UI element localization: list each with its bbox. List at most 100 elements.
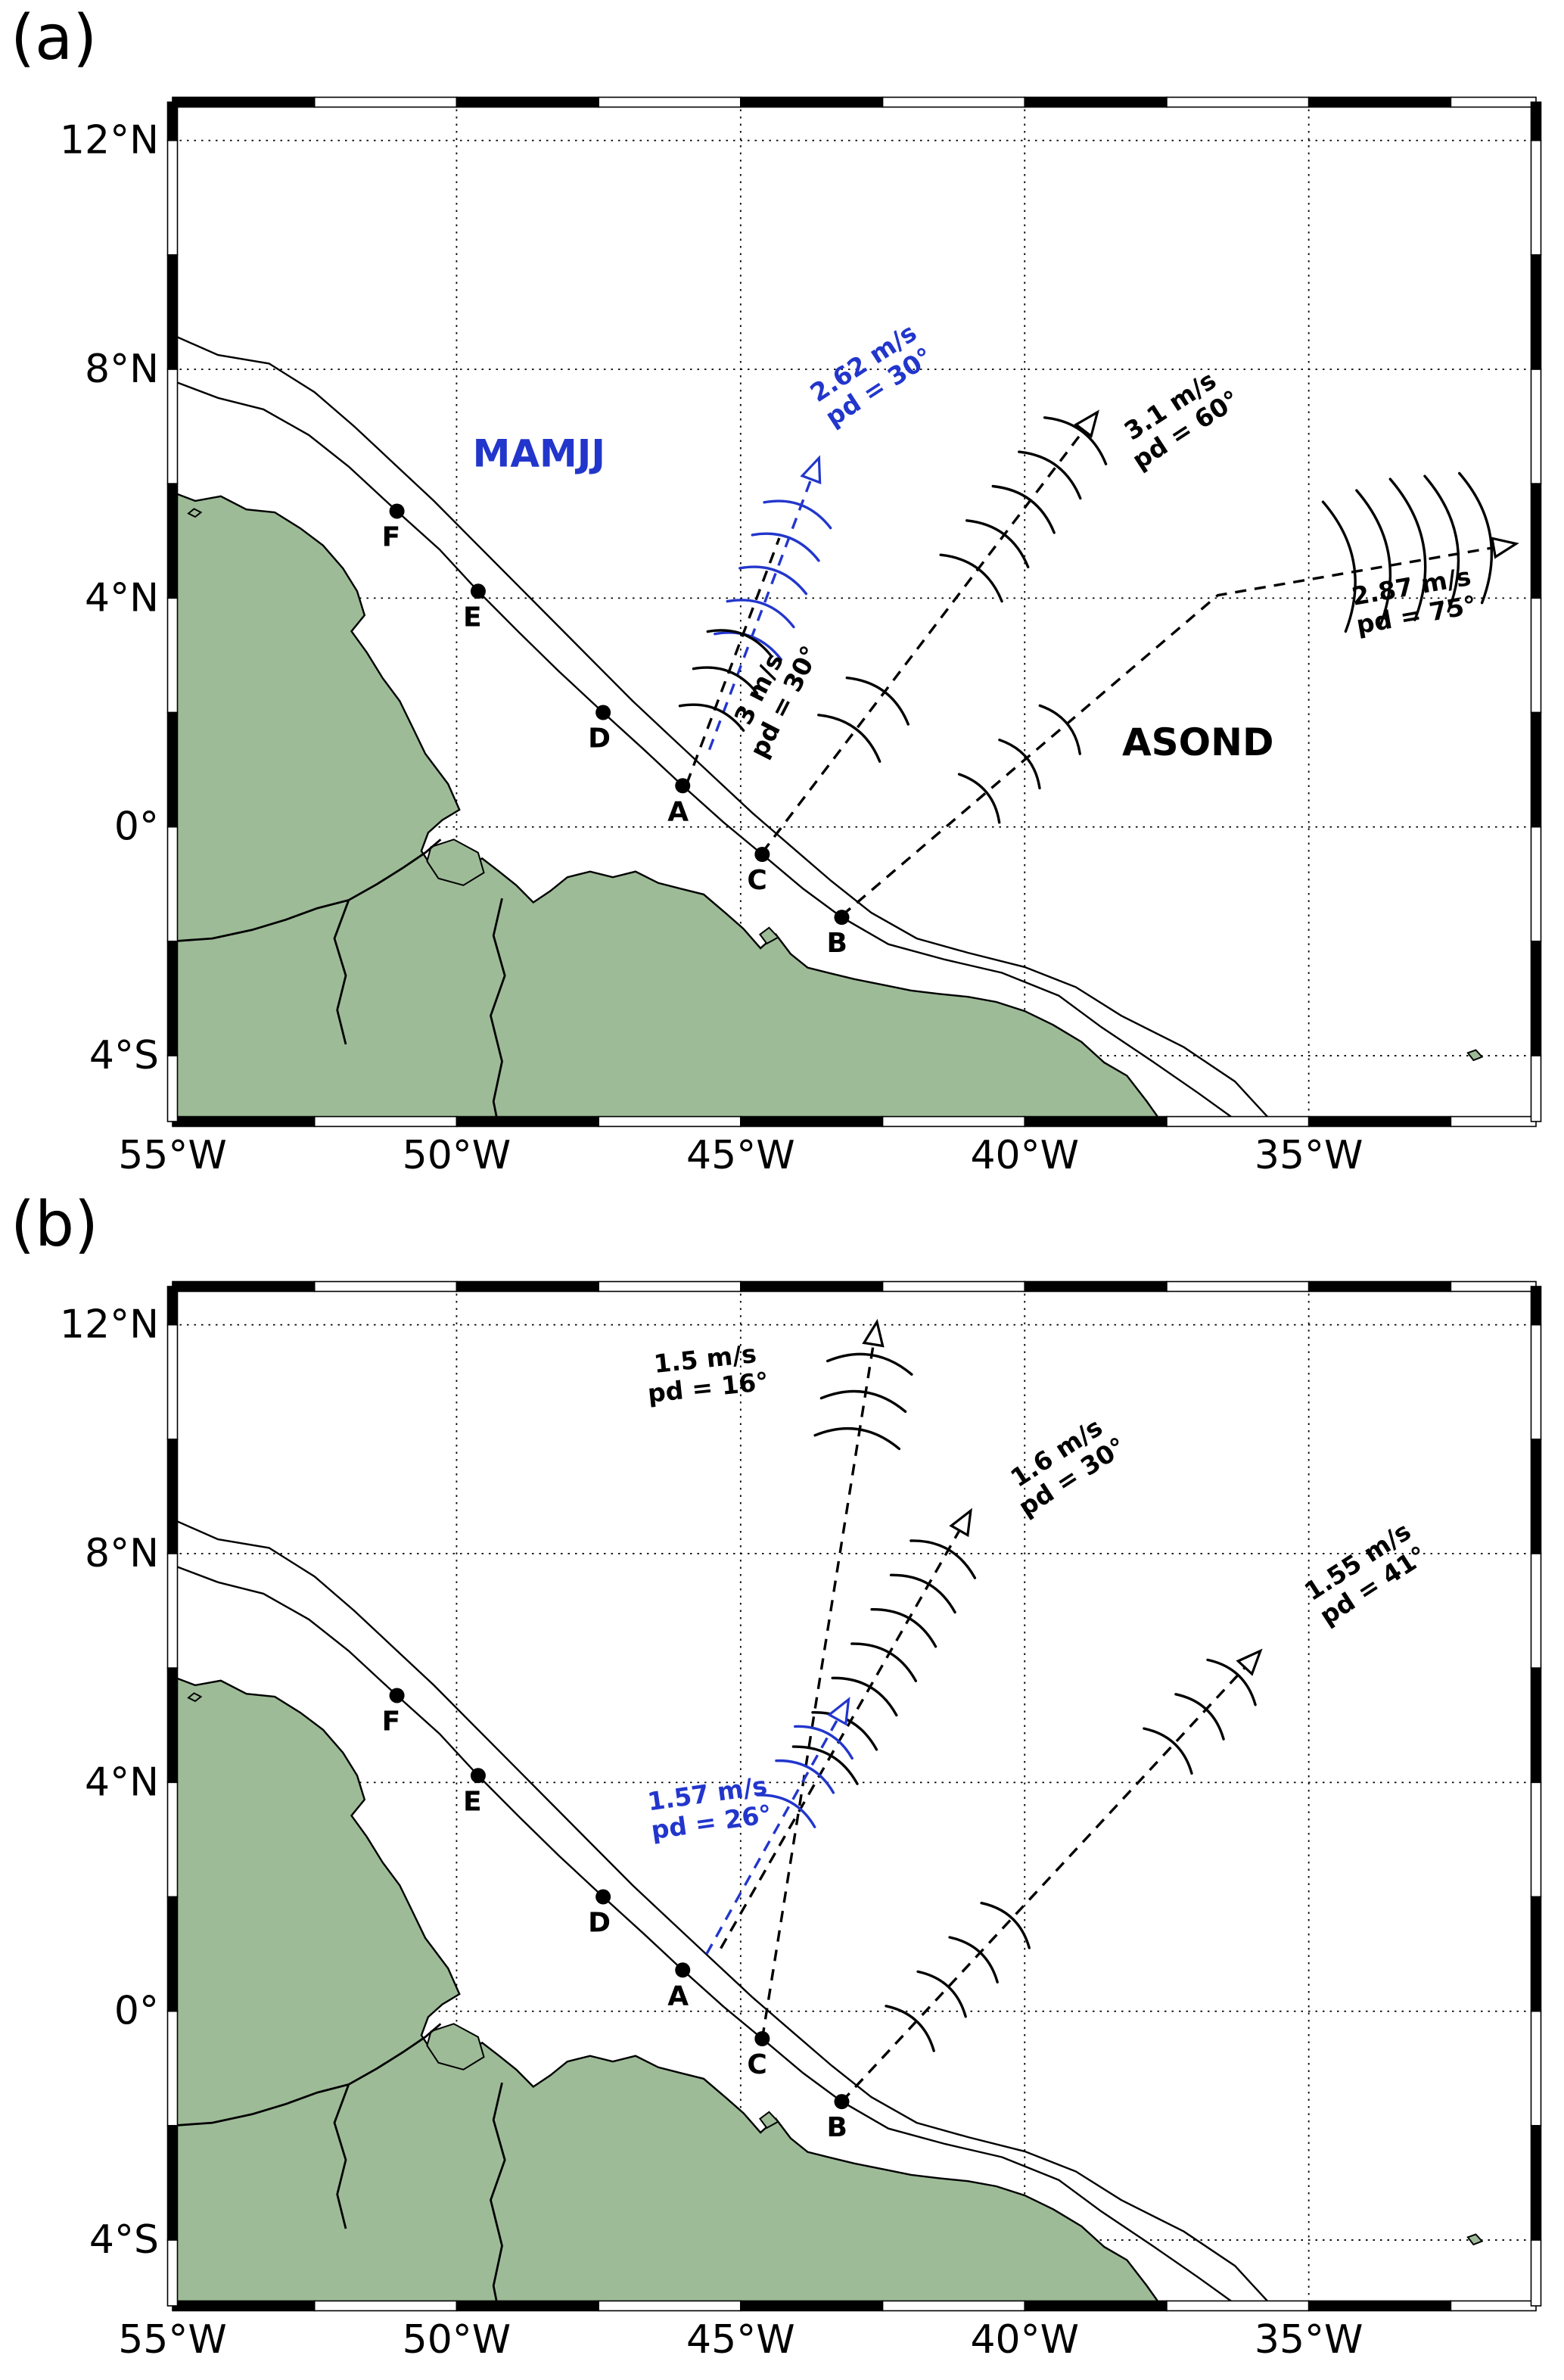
station-dot-B bbox=[834, 910, 850, 926]
station-dot-C bbox=[754, 846, 770, 862]
river bbox=[333, 900, 350, 1045]
map-frame bbox=[166, 1439, 179, 1554]
wave-crest bbox=[1174, 1693, 1225, 1741]
x-tick-label: 50°W bbox=[403, 2317, 511, 2363]
river bbox=[333, 2084, 350, 2229]
map-frame bbox=[166, 1324, 179, 1440]
y-tick-label: 4°N bbox=[85, 1759, 159, 1805]
map-frame bbox=[166, 826, 179, 942]
map-frame bbox=[881, 2300, 1026, 2312]
wave-crest bbox=[751, 532, 820, 562]
station-label-A: A bbox=[667, 1980, 689, 2011]
arrow-head-traj-pd16 bbox=[862, 1318, 885, 1348]
wave-crest bbox=[1143, 1727, 1193, 1775]
wave-crest bbox=[763, 499, 832, 530]
map-frame bbox=[172, 2300, 316, 2312]
y-tick-label: 8°N bbox=[85, 347, 159, 392]
river bbox=[173, 2023, 442, 2127]
map-frame bbox=[1530, 369, 1542, 484]
wave-crest bbox=[1355, 489, 1392, 627]
wave-crest bbox=[939, 553, 1003, 603]
wave-crest bbox=[1321, 500, 1357, 633]
map-frame bbox=[1307, 1280, 1452, 1293]
wave-crest bbox=[965, 519, 1030, 568]
map-frame bbox=[598, 1115, 742, 1128]
wave-crest bbox=[948, 1936, 999, 1983]
map-frame bbox=[1450, 1280, 1537, 1293]
x-tick-label: 55°W bbox=[118, 1133, 227, 1178]
station-dot-F bbox=[389, 503, 405, 519]
map-frame bbox=[456, 1115, 599, 1128]
y-tick-label: 12°N bbox=[60, 1302, 159, 1348]
wave-crest bbox=[794, 1725, 854, 1760]
river bbox=[490, 2082, 506, 2306]
isobath-contour bbox=[173, 334, 1273, 1122]
map-frame bbox=[740, 1115, 884, 1128]
panel-b-label: (b) bbox=[11, 1189, 99, 1261]
map-frame bbox=[166, 1781, 179, 1898]
map-frame bbox=[166, 254, 179, 370]
island bbox=[426, 2023, 485, 2070]
x-tick-label: 35°W bbox=[1255, 1133, 1363, 1178]
island bbox=[1466, 1049, 1484, 1062]
map-frame bbox=[1450, 2300, 1537, 2312]
map-frame bbox=[1307, 2300, 1452, 2312]
map-frame bbox=[166, 369, 179, 484]
wave-crest bbox=[706, 629, 773, 658]
map-frame bbox=[1024, 1280, 1168, 1293]
wave-crest bbox=[980, 1902, 1031, 1949]
map-frame bbox=[172, 1115, 316, 1128]
wave-crest bbox=[775, 1759, 835, 1794]
station-label-C: C bbox=[747, 2049, 766, 2080]
station-dot-D bbox=[595, 1889, 611, 1905]
map-frame bbox=[1024, 2300, 1168, 2312]
station-dot-A bbox=[675, 778, 691, 794]
y-tick-label: 4°S bbox=[89, 1033, 159, 1078]
station-dot-B bbox=[834, 2094, 850, 2110]
map-frame bbox=[1530, 101, 1542, 142]
station-label-F: F bbox=[382, 521, 401, 552]
map-frame bbox=[598, 1280, 742, 1293]
isobath-contour bbox=[173, 1518, 1273, 2306]
landmass bbox=[173, 491, 1162, 1122]
wave-crest bbox=[813, 1427, 901, 1451]
island bbox=[426, 838, 485, 886]
trajectory-traj-pd16 bbox=[760, 1321, 878, 2039]
map-frame bbox=[313, 96, 458, 108]
map-frame bbox=[598, 2300, 742, 2312]
map-frame bbox=[1530, 1439, 1542, 1554]
season-label-ASOND: ASOND bbox=[1122, 720, 1274, 764]
map-frame bbox=[1166, 1280, 1310, 1293]
map-frame bbox=[1530, 1286, 1542, 1326]
map-frame bbox=[313, 1115, 458, 1128]
station-label-C: C bbox=[747, 865, 766, 896]
map-frame bbox=[1530, 1781, 1542, 1898]
map-frame bbox=[881, 1115, 1026, 1128]
wave-crest bbox=[909, 1539, 977, 1579]
station-label-D: D bbox=[588, 723, 611, 754]
arrow-head-traj-pd30 bbox=[949, 1507, 972, 1538]
arrow-head-traj-pd26-blue bbox=[827, 1697, 850, 1726]
map-frame bbox=[456, 1280, 599, 1293]
map-frame bbox=[1530, 826, 1542, 942]
map-frame bbox=[1530, 1896, 1542, 2012]
map-frame bbox=[881, 96, 1026, 108]
map-frame bbox=[172, 96, 316, 108]
wave-crest bbox=[1038, 704, 1081, 755]
map-frame bbox=[1530, 1055, 1542, 1122]
x-tick-label: 40°W bbox=[970, 1133, 1079, 1178]
wave-crest bbox=[991, 484, 1056, 534]
island bbox=[1466, 2233, 1484, 2246]
trajectory-asond-pd60 bbox=[761, 411, 1099, 854]
map-frame bbox=[740, 96, 884, 108]
wave-crest bbox=[817, 714, 881, 763]
wave-crest bbox=[916, 1970, 967, 2018]
wave-crest bbox=[726, 599, 795, 629]
y-tick-label: 0° bbox=[114, 804, 159, 850]
station-dot-C bbox=[754, 2030, 770, 2046]
map-frame bbox=[1530, 597, 1542, 714]
map-frame bbox=[313, 1280, 458, 1293]
map-frame bbox=[166, 2010, 179, 2126]
x-tick-label: 45°W bbox=[686, 1133, 795, 1178]
wave-crest bbox=[885, 2005, 935, 2052]
